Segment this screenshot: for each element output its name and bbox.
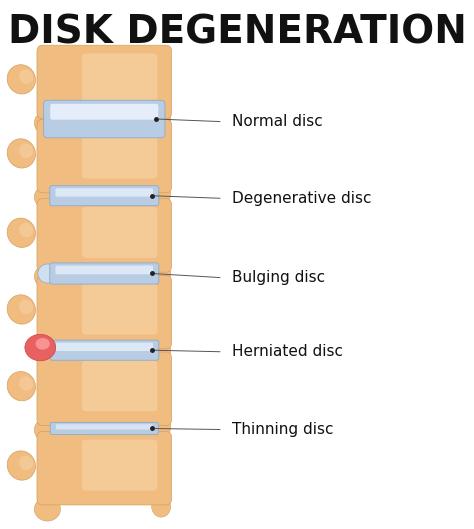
FancyBboxPatch shape [37,120,172,193]
Ellipse shape [19,376,33,391]
FancyBboxPatch shape [82,360,157,412]
FancyBboxPatch shape [82,53,157,105]
Ellipse shape [38,264,57,283]
FancyBboxPatch shape [50,422,158,435]
Ellipse shape [7,295,36,324]
FancyBboxPatch shape [37,432,172,505]
Ellipse shape [19,299,33,314]
Ellipse shape [152,110,171,131]
Ellipse shape [7,371,36,401]
Ellipse shape [19,455,33,470]
Ellipse shape [25,334,56,361]
FancyBboxPatch shape [55,188,153,197]
Ellipse shape [7,451,36,480]
FancyBboxPatch shape [50,263,159,284]
Ellipse shape [36,338,50,350]
Ellipse shape [152,263,171,284]
FancyBboxPatch shape [50,104,158,120]
FancyBboxPatch shape [82,127,157,179]
Text: Thinning disc: Thinning disc [232,422,334,437]
Ellipse shape [44,107,56,131]
FancyBboxPatch shape [37,275,172,349]
Ellipse shape [7,218,36,248]
Ellipse shape [152,340,171,361]
FancyBboxPatch shape [37,352,172,425]
Ellipse shape [19,69,33,84]
FancyBboxPatch shape [82,284,157,335]
Ellipse shape [152,417,171,438]
FancyBboxPatch shape [37,45,172,119]
FancyBboxPatch shape [50,186,159,206]
FancyBboxPatch shape [50,340,159,360]
FancyBboxPatch shape [44,101,165,138]
Ellipse shape [7,139,36,168]
Ellipse shape [7,65,36,94]
FancyBboxPatch shape [56,424,153,430]
Ellipse shape [34,185,61,209]
Ellipse shape [34,264,61,288]
Ellipse shape [34,111,61,135]
Ellipse shape [19,223,33,238]
FancyBboxPatch shape [37,198,172,272]
Text: Bulging disc: Bulging disc [232,270,325,285]
Ellipse shape [34,341,61,365]
FancyBboxPatch shape [55,266,153,274]
Ellipse shape [152,496,171,517]
Text: Herniated disc: Herniated disc [232,344,343,359]
Text: Normal disc: Normal disc [232,114,323,129]
Ellipse shape [34,418,61,442]
Ellipse shape [19,143,33,158]
FancyBboxPatch shape [82,440,157,491]
FancyBboxPatch shape [82,207,157,258]
Text: DISK DEGENERATION: DISK DEGENERATION [8,13,466,51]
Ellipse shape [153,107,165,131]
Ellipse shape [152,184,171,205]
Text: Degenerative disc: Degenerative disc [232,191,372,206]
FancyBboxPatch shape [55,343,153,351]
Ellipse shape [34,497,61,521]
